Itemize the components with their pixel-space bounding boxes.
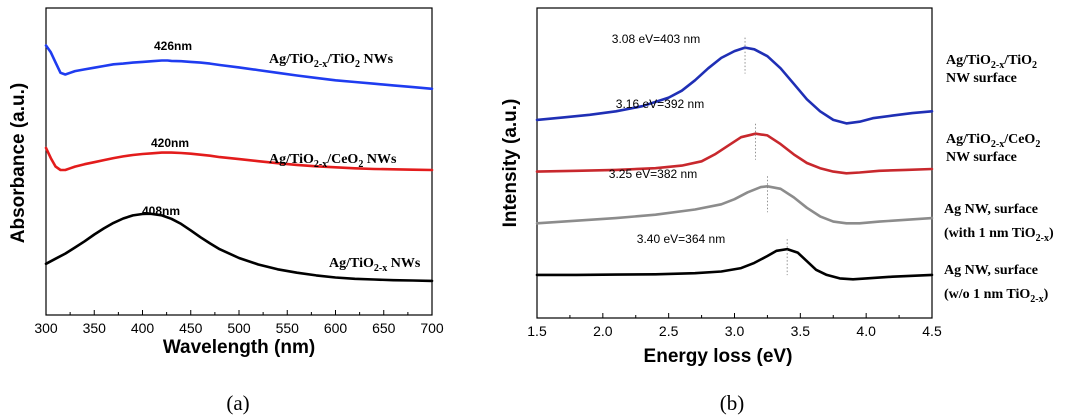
panel-b-legend-blue: Ag/TiO2-x/TiO2 NW surface <box>946 53 1037 86</box>
panel-b-series-line-1 <box>535 132 934 175</box>
svg-text:(w/o 1 nm TiO2-x): (w/o 1 nm TiO2-x) <box>944 287 1049 305</box>
panel-a-label: (a) <box>226 391 249 415</box>
panel-a-series-line-2 <box>44 212 434 283</box>
svg-text:(with 1 nm TiO2-x): (with 1 nm TiO2-x) <box>944 226 1054 244</box>
panel-b-label: (b) <box>720 391 745 415</box>
panel-a-peak-label-blue: 426nm <box>154 39 192 53</box>
panel-b-x-tick-label: 3.5 <box>791 323 811 339</box>
panel-b-x-ticks: 1.5 2.0 2.5 3.0 3.5 4.0 4.5 <box>527 313 942 339</box>
panel-b-x-tick-label: 4.5 <box>922 323 942 339</box>
svg-text:Ag/TiO2-x/CeO2: Ag/TiO2-x/CeO2 <box>946 132 1040 150</box>
panel-b-x-tick-label: 3.0 <box>725 323 745 339</box>
panel-a-peak-label-black: 408nm <box>142 204 180 218</box>
panel-b-peak-label-red: 3.16 eV=392 nm <box>616 97 704 111</box>
panel-b-ylabel: Intensity (a.u.) <box>500 99 521 228</box>
panel-a-ylabel: Absorbance (a.u.) <box>8 83 29 243</box>
panel-b-series-line-3 <box>535 247 934 281</box>
panel-a-x-ticks: 300 350 400 450 500 550 600 650 700 <box>34 310 444 336</box>
panel-a-legend-blue: Ag/TiO2-x/TiO2 NWs <box>269 52 394 70</box>
panel-b-xlabel: Energy loss (eV) <box>644 346 793 367</box>
panel-a-xlabel: Wavelength (nm) <box>163 337 315 358</box>
panel-b-peak-label-black: 3.40 eV=364 nm <box>637 232 725 246</box>
panel-a-x-tick-label: 400 <box>131 320 155 336</box>
panel-a-legend-black: Ag/TiO2-x NWs <box>329 256 421 274</box>
panel-a-x-tick-label: 550 <box>276 320 300 336</box>
panel-a-series-line-0 <box>44 44 434 91</box>
panel-b-x-tick-label: 2.5 <box>659 323 679 339</box>
svg-text:NW surface: NW surface <box>946 150 1017 165</box>
panel-b-legend-black: Ag NW, surface (w/o 1 nm TiO2-x) <box>944 263 1049 305</box>
panel-a-legend-red: Ag/TiO2-x/CeO2 NWs <box>269 152 397 170</box>
svg-text:Ag/TiO2-x/TiO2: Ag/TiO2-x/TiO2 <box>946 53 1037 71</box>
panel-b-legend-gray: Ag NW, surface (with 1 nm TiO2-x) <box>944 202 1054 244</box>
svg-text:Ag NW, surface: Ag NW, surface <box>944 263 1038 278</box>
panel-a-x-tick-label: 600 <box>324 320 348 336</box>
panel-b-frame <box>536 7 933 319</box>
panel-b-peak-label-blue: 3.08 eV=403 nm <box>612 32 700 46</box>
panel-b-plot <box>535 37 934 281</box>
panel-b-legend-red: Ag/TiO2-x/CeO2 NW surface <box>946 132 1040 165</box>
svg-text:NW surface: NW surface <box>946 71 1017 86</box>
panel-b-series-line-2 <box>535 185 934 225</box>
panel-b-peak-label-gray: 3.25 eV=382 nm <box>609 167 697 181</box>
panel-a-x-tick-label: 650 <box>372 320 396 336</box>
panel-a-x-tick-label: 350 <box>83 320 107 336</box>
panel-a-x-tick-label: 700 <box>420 320 444 336</box>
panel-a-peak-label-red: 420nm <box>151 136 189 150</box>
panel-b-x-tick-label: 1.5 <box>527 323 547 339</box>
panel-a-plot <box>44 44 434 283</box>
panel-a-x-tick-label: 500 <box>227 320 251 336</box>
panel-b-series-line-0 <box>535 46 934 125</box>
panel-b-x-tick-label: 2.0 <box>593 323 613 339</box>
panel-a-series-line-1 <box>44 146 434 172</box>
panel-b-x-tick-label: 4.0 <box>856 323 876 339</box>
svg-text:Ag NW, surface: Ag NW, surface <box>944 202 1038 217</box>
panel-a-x-tick-label: 450 <box>179 320 203 336</box>
panel-a-x-tick-label: 300 <box>34 320 58 336</box>
